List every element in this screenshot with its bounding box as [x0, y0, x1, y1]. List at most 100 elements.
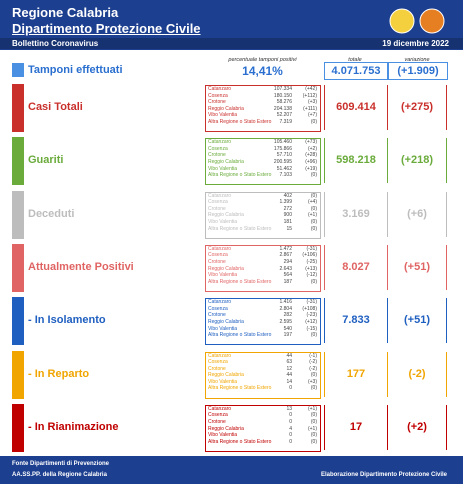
section-total: 177	[324, 351, 388, 397]
province-value: 51.462	[276, 165, 292, 172]
section-bar	[12, 137, 24, 186]
section-change: (-2)	[388, 351, 447, 397]
section-bar	[12, 350, 24, 399]
province-row: Reggio Calabria 4 (+1)	[206, 426, 320, 433]
province-value: 2.643	[279, 265, 292, 272]
province-list: Catanzaro 402 (0) Cosenza 1.399 (+4) Crotone 27…	[205, 191, 321, 239]
province-value: 0	[289, 412, 292, 419]
province-list: Catanzaro 1.416 (-31) Cosenza 2.804 (+108) Cro…	[205, 298, 321, 346]
source1: Fonte Dipartimenti di Prevenzione	[12, 461, 110, 467]
province-row: Reggio Calabria 204.138 (+111)	[206, 106, 320, 113]
province-name: Altra Regione o Stato Estero	[208, 332, 272, 339]
province-name: Catanzaro	[208, 299, 232, 306]
province-change: (+28)	[305, 152, 317, 159]
province-value: 4	[289, 425, 292, 432]
province-name: Crotone	[208, 312, 226, 319]
province-value: 58.276	[276, 99, 292, 106]
sub-header: Bollettino Coronavirus 19 dicembre 2022	[0, 38, 463, 49]
province-value: 1.399	[279, 199, 292, 206]
province-row: Cosenza 2.867 (+106)	[206, 252, 320, 259]
province-name: Catanzaro	[208, 86, 232, 92]
province-value: 180.150	[273, 92, 292, 99]
province-row: Vibo Valentia 564 (-12)	[206, 272, 320, 279]
province-row: Crotone 12 (-2)	[206, 366, 320, 373]
section-change: (+275)	[388, 85, 447, 130]
province-name: Crotone	[208, 365, 226, 372]
province-value: 181	[283, 218, 292, 225]
province-value: 1.416	[279, 299, 292, 306]
subtitle: Dipartimento Protezione Civile	[12, 21, 201, 36]
section-total: 598.218	[324, 138, 388, 184]
date: 19 dicembre 2022	[382, 39, 449, 48]
province-name: Reggio Calabria	[208, 105, 244, 112]
section: - In Isolamento Catanzaro 1.416 (-31) Cosenz…	[12, 297, 449, 346]
section-change: (+2)	[388, 404, 447, 450]
province-row: Altra Regione o Stato Estero 7.319 (0)	[206, 119, 320, 126]
province-change: (0)	[310, 418, 317, 425]
province-change: (+1)	[307, 405, 317, 412]
province-row: Vibo Valentia 52.207 (+7)	[206, 112, 320, 119]
tamponi-bar	[12, 63, 24, 77]
province-value: 540	[283, 325, 292, 332]
province-change: (+42)	[305, 86, 317, 92]
section-label: - In Rianimazione	[28, 420, 119, 433]
section-label: Attualmente Positivi	[28, 260, 134, 273]
province-value: 900	[283, 212, 292, 219]
section-total: 8.027	[324, 244, 388, 290]
province-name: Reggio Calabria	[208, 159, 244, 166]
section: Casi Totali Catanzaro 107.334 (+42) Cosenza 1…	[12, 84, 449, 132]
province-list: Catanzaro 107.334 (+42) Cosenza 180.150 (+112…	[205, 85, 321, 132]
province-name: Reggio Calabria	[208, 212, 244, 219]
province-change: (+4)	[307, 199, 317, 206]
province-name: Crotone	[208, 205, 226, 212]
province-change: (+106)	[302, 252, 317, 259]
province-row: Cosenza 2.804 (+108)	[206, 306, 320, 313]
section: Guariti Catanzaro 105.460 (+73) Cosenza 175.8…	[12, 137, 449, 186]
province-name: Catanzaro	[208, 352, 232, 359]
province-row: Crotone 58.276 (+3)	[206, 99, 320, 106]
change-caption: variazione	[404, 57, 430, 63]
section-label: Guariti	[28, 154, 64, 167]
province-value: 44	[286, 352, 292, 359]
province-value: 200.595	[273, 159, 292, 166]
province-name: Crotone	[208, 259, 226, 266]
province-change: (-2)	[309, 359, 317, 366]
province-row: Altra Regione o Stato Estero 0 (0)	[206, 385, 320, 392]
province-value: 1.472	[279, 245, 292, 252]
province-change: (+1)	[307, 212, 317, 219]
total-caption: totale	[348, 57, 362, 63]
province-value: 0	[289, 438, 292, 445]
province-value: 7.103	[279, 172, 292, 179]
province-row: Altra Regione o Stato Estero 0 (0)	[206, 439, 320, 446]
province-name: Altra Regione o Stato Estero	[208, 278, 272, 285]
province-row: Crotone 57.710 (+28)	[206, 152, 320, 159]
province-value: 105.460	[273, 139, 292, 146]
province-name: Cosenza	[208, 92, 228, 99]
province-row: Catanzaro 402 (0)	[206, 193, 320, 200]
province-row: Reggio Calabria 44 (0)	[206, 372, 320, 379]
section-bar	[12, 243, 24, 292]
province-change: (0)	[310, 332, 317, 339]
province-row: Cosenza 63 (-2)	[206, 359, 320, 366]
section-total: 609.414	[324, 85, 388, 130]
province-list: Catanzaro 44 (-1) Cosenza 63 (-2) Crotone 12 (-2…	[205, 351, 321, 399]
province-change: (+1)	[307, 425, 317, 432]
province-name: Catanzaro	[208, 405, 232, 412]
province-row: Reggio Calabria 2.643 (+13)	[206, 266, 320, 273]
province-name: Crotone	[208, 152, 226, 159]
province-row: Catanzaro 13 (+1)	[206, 406, 320, 413]
province-change: (+3)	[307, 378, 317, 385]
province-value: 107.334	[273, 86, 292, 92]
section: - In Reparto Catanzaro 44 (-1) Cosenza 63 (-2)…	[12, 350, 449, 399]
province-name: Reggio Calabria	[208, 318, 244, 325]
province-name: Cosenza	[208, 412, 228, 419]
province-value: 0	[289, 385, 292, 392]
section-bar	[12, 84, 24, 132]
province-name: Crotone	[208, 99, 226, 106]
province-row: Vibo Valentia 14 (+3)	[206, 379, 320, 386]
province-row: Catanzaro 1.416 (-31)	[206, 299, 320, 306]
footer: Fonte Dipartimenti di Prevenzione AA.SS.…	[0, 456, 463, 484]
province-name: Cosenza	[208, 145, 228, 152]
section-total: 7.833	[324, 298, 388, 344]
province-change: (0)	[310, 192, 317, 199]
